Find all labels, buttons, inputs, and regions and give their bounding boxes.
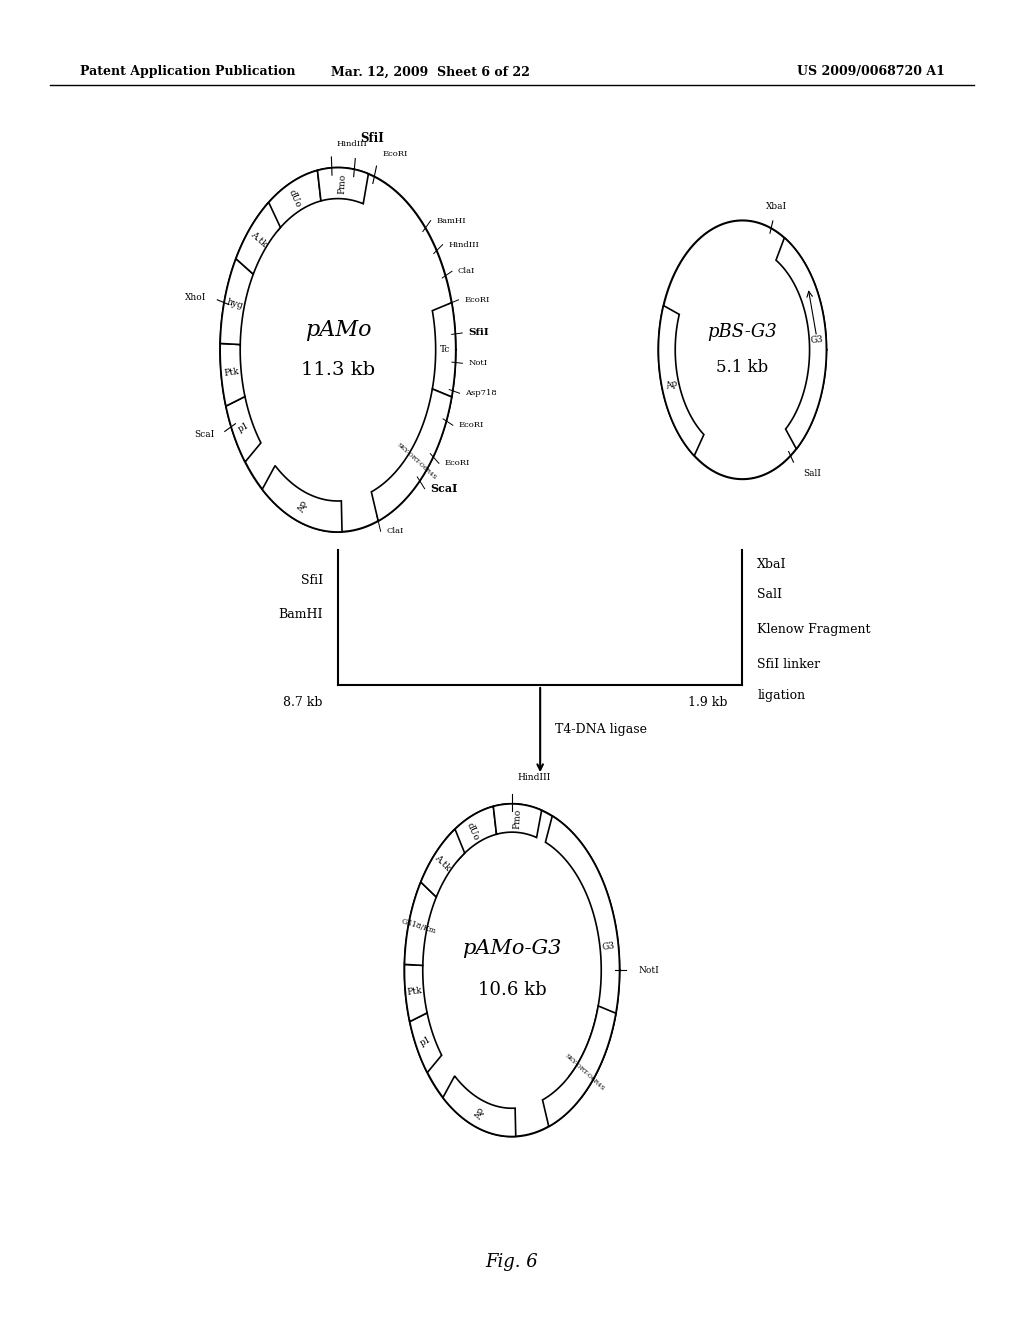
Text: ScaI: ScaI — [195, 430, 214, 440]
Text: G3: G3 — [810, 335, 823, 345]
Text: Pmo: Pmo — [512, 809, 522, 829]
Text: Ap: Ap — [297, 499, 309, 513]
Polygon shape — [317, 168, 369, 203]
Text: BamHI: BamHI — [436, 216, 466, 224]
Text: Klenow Fragment: Klenow Fragment — [758, 623, 870, 636]
Text: ClaI: ClaI — [387, 527, 404, 535]
Text: EcoRI: EcoRI — [459, 421, 484, 429]
Polygon shape — [776, 238, 826, 449]
Polygon shape — [220, 259, 253, 345]
Text: Mar. 12, 2009  Sheet 6 of 22: Mar. 12, 2009 Sheet 6 of 22 — [331, 66, 529, 78]
Text: ligation: ligation — [758, 689, 806, 701]
Text: SfiI linker: SfiI linker — [758, 659, 820, 672]
Polygon shape — [443, 1076, 516, 1137]
Text: Asp718: Asp718 — [466, 389, 498, 397]
Text: pAMo-G3: pAMo-G3 — [462, 939, 562, 958]
Text: Pmo: Pmo — [338, 174, 347, 194]
Polygon shape — [410, 1012, 441, 1073]
Text: ScaI: ScaI — [431, 483, 458, 494]
Polygon shape — [404, 965, 427, 1022]
Text: A.tk: A.tk — [249, 230, 268, 248]
Text: dUo: dUo — [287, 187, 302, 209]
Text: SfiI: SfiI — [468, 329, 489, 338]
Text: EcoRI: EcoRI — [444, 459, 470, 467]
Text: HindIII: HindIII — [517, 774, 550, 783]
Polygon shape — [226, 396, 261, 462]
Text: XbaI: XbaI — [766, 202, 787, 211]
Text: 8.7 kb: 8.7 kb — [284, 697, 323, 710]
Text: A.tk: A.tk — [433, 854, 453, 873]
Polygon shape — [543, 1006, 615, 1126]
Polygon shape — [432, 302, 456, 397]
Polygon shape — [236, 202, 281, 275]
Text: Patent Application Publication: Patent Application Publication — [80, 66, 296, 78]
Text: Ptk: Ptk — [407, 986, 423, 997]
Text: 10.6 kb: 10.6 kb — [477, 981, 547, 999]
Polygon shape — [404, 882, 436, 965]
Text: p1: p1 — [419, 1035, 433, 1048]
Text: SKY-ORT-O6R4S: SKY-ORT-O6R4S — [396, 442, 437, 480]
Text: ClaI: ClaI — [458, 267, 475, 276]
Text: G3: G3 — [601, 941, 615, 952]
Polygon shape — [372, 389, 452, 521]
Text: pAMo: pAMo — [305, 319, 371, 341]
Text: 1.9 kb: 1.9 kb — [688, 697, 727, 710]
Text: HindIII: HindIII — [336, 140, 368, 148]
Text: US 2009/0068720 A1: US 2009/0068720 A1 — [797, 66, 945, 78]
Text: pBS-G3: pBS-G3 — [708, 323, 777, 341]
Text: SalI: SalI — [804, 470, 821, 478]
Polygon shape — [658, 305, 703, 455]
Text: SKY-ORT-O6R4S: SKY-ORT-O6R4S — [563, 1053, 605, 1092]
Text: Ap: Ap — [664, 379, 678, 391]
Polygon shape — [262, 466, 342, 532]
Text: 5.1 kb: 5.1 kb — [716, 359, 769, 376]
Text: Fig. 6: Fig. 6 — [485, 1253, 539, 1271]
Text: T4-DNA ligase: T4-DNA ligase — [555, 723, 647, 737]
Polygon shape — [445, 807, 497, 862]
Text: NotI: NotI — [468, 359, 487, 367]
Text: hyg: hyg — [225, 297, 244, 310]
Text: HindIII: HindIII — [449, 240, 479, 248]
Text: 11.3 kb: 11.3 kb — [301, 360, 375, 379]
Text: Ap: Ap — [474, 1106, 486, 1121]
Polygon shape — [421, 829, 465, 898]
Text: Ptk: Ptk — [223, 367, 240, 379]
Polygon shape — [546, 816, 620, 1098]
Text: G418/Km: G418/Km — [400, 917, 437, 935]
Text: XhoI: XhoI — [185, 293, 207, 302]
Text: SalI: SalI — [758, 589, 782, 602]
Polygon shape — [494, 804, 542, 837]
Text: p1: p1 — [237, 421, 251, 434]
Text: EcoRI: EcoRI — [382, 149, 408, 157]
Text: dUo: dUo — [464, 821, 480, 842]
Text: SfiI: SfiI — [301, 573, 323, 586]
Text: SfiI: SfiI — [360, 132, 384, 145]
Text: NotI: NotI — [638, 966, 659, 974]
Text: Tc: Tc — [440, 346, 451, 354]
Polygon shape — [265, 170, 321, 231]
Polygon shape — [220, 343, 245, 407]
Text: XbaI: XbaI — [758, 558, 786, 572]
Text: EcoRI: EcoRI — [465, 296, 489, 304]
Text: BamHI: BamHI — [279, 609, 323, 622]
